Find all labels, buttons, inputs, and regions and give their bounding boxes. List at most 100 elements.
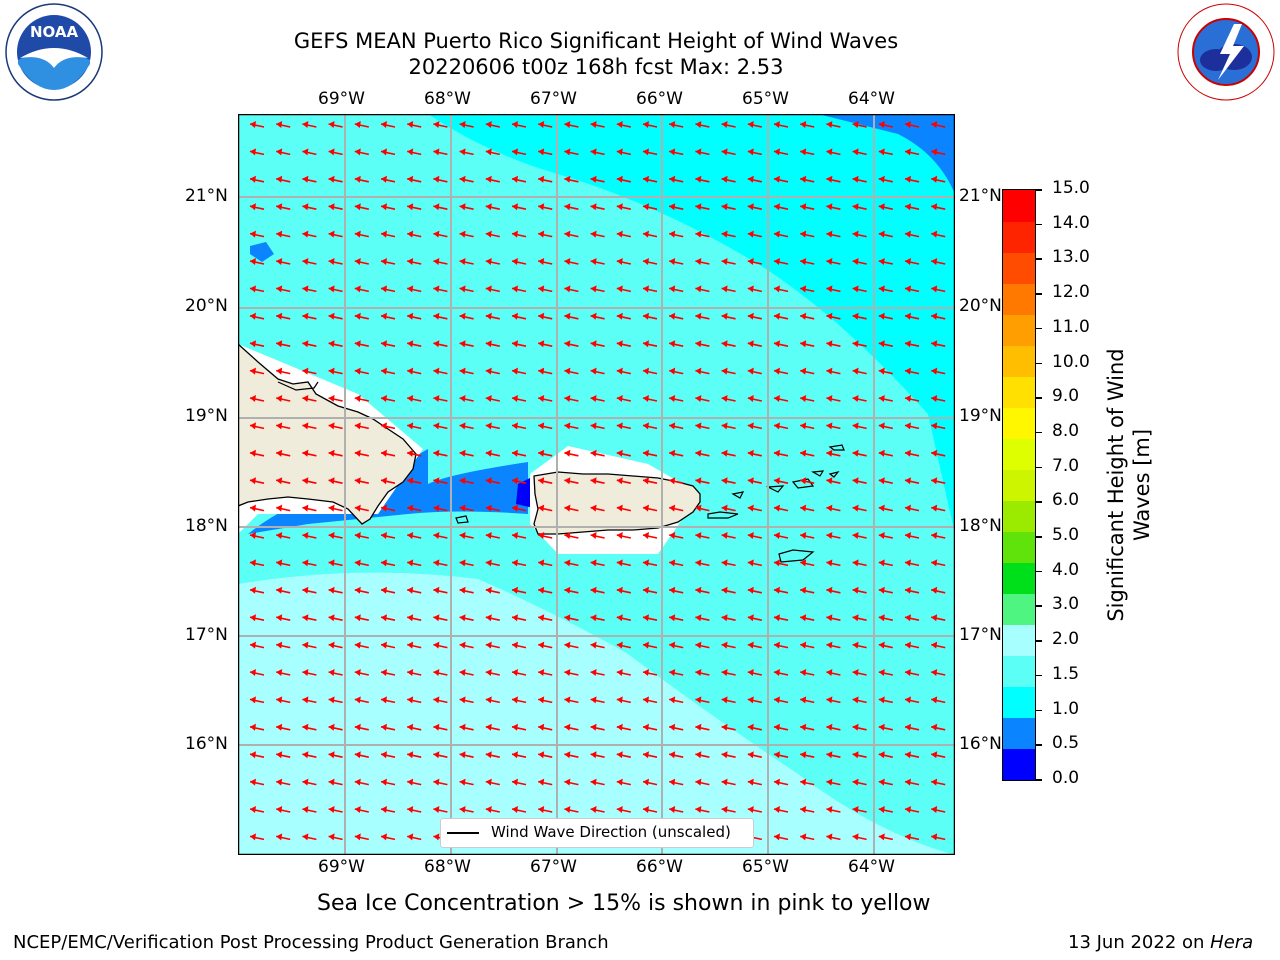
wave-direction-arrowhead xyxy=(538,614,545,622)
wave-direction-arrowhead xyxy=(695,340,702,348)
wave-direction-arrowhead xyxy=(564,175,571,183)
wave-direction-arrowhead xyxy=(485,641,492,649)
wave-direction-arrowhead xyxy=(459,559,466,567)
wave-direction-arrowhead xyxy=(669,312,676,320)
wave-direction-arrowhead xyxy=(407,806,414,813)
wave-direction-arrowhead xyxy=(931,614,938,622)
wave-direction-arrowhead xyxy=(407,532,414,539)
wave-direction-arrowhead xyxy=(643,422,649,430)
wave-direction-arrowhead xyxy=(302,312,309,320)
puerto-rico xyxy=(533,471,701,535)
lon-label-top: 68°W xyxy=(424,89,471,109)
wave-direction-arrowhead xyxy=(774,751,780,759)
wave-direction-arrowhead xyxy=(276,175,283,183)
wave-direction-arrowhead xyxy=(721,751,728,759)
wave-direction-arrowhead xyxy=(800,586,807,594)
wave-direction-arrowhead xyxy=(381,203,387,211)
wave-direction-arrowhead xyxy=(433,833,440,841)
wave-direction-arrowhead xyxy=(250,449,256,457)
colorbar-tick-mark xyxy=(1036,258,1042,260)
wave-direction-arrowhead xyxy=(800,395,807,402)
wave-direction-arrowhead xyxy=(485,586,492,594)
wave-direction-arrowhead xyxy=(800,723,807,731)
wave-direction-arrowhead xyxy=(774,477,780,485)
wave-direction-arrowhead xyxy=(512,641,518,649)
wave-direction-arrowhead xyxy=(590,778,597,786)
wave-direction-arrowhead xyxy=(800,258,807,265)
wave-direction-arrowhead xyxy=(328,175,335,183)
wave-direction-arrowhead xyxy=(459,778,466,786)
wave-direction-arrowhead xyxy=(276,586,283,594)
wave-direction-arrowhead xyxy=(538,806,545,813)
wave-direction-arrowhead xyxy=(905,422,911,430)
wave-direction-arrowhead xyxy=(590,395,597,402)
wave-direction-arrowhead xyxy=(354,175,361,183)
wave-direction-arrowhead xyxy=(433,586,440,594)
wave-direction-arrowhead xyxy=(931,723,938,731)
wave-direction-arrowhead xyxy=(328,723,335,731)
wave-direction-arrowhead xyxy=(381,477,387,485)
wave-direction-arrowhead xyxy=(433,230,440,238)
wave-direction-arrowhead xyxy=(328,148,335,156)
wave-direction-arrowhead xyxy=(512,367,518,375)
wave-direction-arrowhead xyxy=(512,449,518,457)
colorbar-tick-label: 10.0 xyxy=(1052,351,1090,372)
wave-spot-nw xyxy=(250,242,274,262)
wave-direction-arrowhead xyxy=(433,477,440,485)
wave-direction-arrowhead xyxy=(276,532,283,539)
lat-label-left: 21°N xyxy=(185,186,228,206)
wave-direction-arrowhead xyxy=(564,778,571,786)
wave-direction-arrowhead xyxy=(905,230,911,238)
wave-direction-arrowhead xyxy=(774,723,780,731)
wave-direction-arrowhead xyxy=(721,641,728,649)
wave-direction-arrowhead xyxy=(250,833,256,841)
wave-direction-arrowhead xyxy=(433,422,440,430)
wave-direction-arrowhead xyxy=(643,367,649,375)
wave-direction-arrowhead xyxy=(826,367,833,375)
wave-direction-arrowhead xyxy=(695,203,702,211)
wave-direction-arrowhead xyxy=(774,230,780,238)
wave-direction-arrowhead xyxy=(852,258,859,265)
wave-direction-arrowhead xyxy=(747,696,754,704)
wave-direction-arrowhead xyxy=(616,751,623,759)
wave-direction-arrowhead xyxy=(878,833,885,841)
wave-direction-arrowhead xyxy=(459,395,466,402)
wave-direction-arrowhead xyxy=(433,723,440,731)
wave-direction-arrowhead xyxy=(774,614,780,622)
wave-direction-arrowhead xyxy=(538,504,545,512)
wave-direction-arrowhead xyxy=(669,285,676,293)
wave-direction-arrowhead xyxy=(276,751,283,759)
wave-direction-arrowhead xyxy=(328,614,335,622)
wave-direction-arrowhead xyxy=(354,312,361,320)
colorbar-tick-label: 1.5 xyxy=(1052,663,1080,684)
wave-direction-arrowhead xyxy=(485,230,492,238)
wave-direction-arrowhead xyxy=(302,751,309,759)
wave-direction-arrowhead xyxy=(800,669,807,676)
colorbar-tick-label: 12.0 xyxy=(1052,282,1090,303)
wave-direction-arrowhead xyxy=(747,148,754,156)
wave-direction-arrowhead xyxy=(669,504,676,512)
wave-direction-arrowhead xyxy=(852,833,859,841)
wave-direction-arrowhead xyxy=(381,806,387,813)
wave-direction-arrowhead xyxy=(433,559,440,567)
wave-direction-arrowhead xyxy=(459,586,466,594)
wave-direction-arrowhead xyxy=(250,723,256,731)
wave-direction-arrowhead xyxy=(721,559,728,567)
wave-direction-arrowhead xyxy=(250,312,256,320)
wave-direction-arrowhead xyxy=(276,367,283,375)
wave-direction-arrowhead xyxy=(407,723,414,731)
wave-direction-arrowhead xyxy=(669,395,676,402)
wave-direction-arrowhead xyxy=(747,778,754,786)
wave-direction-arrowhead xyxy=(590,230,597,238)
wave-direction-arrowhead xyxy=(878,723,885,731)
wave-direction-arrowhead xyxy=(905,751,911,759)
wave-direction-arrowhead xyxy=(276,258,283,265)
wave-direction-arrowhead xyxy=(931,148,938,156)
wave-direction-arrowhead xyxy=(250,121,256,128)
lat-label-left: 18°N xyxy=(185,516,228,536)
wave-direction-arrowhead xyxy=(590,669,597,676)
lat-label-right: 20°N xyxy=(959,296,1002,316)
wave-direction-arrowhead xyxy=(747,395,754,402)
lon-label-top: 66°W xyxy=(636,89,683,109)
wave-direction-arrowhead xyxy=(485,258,492,265)
